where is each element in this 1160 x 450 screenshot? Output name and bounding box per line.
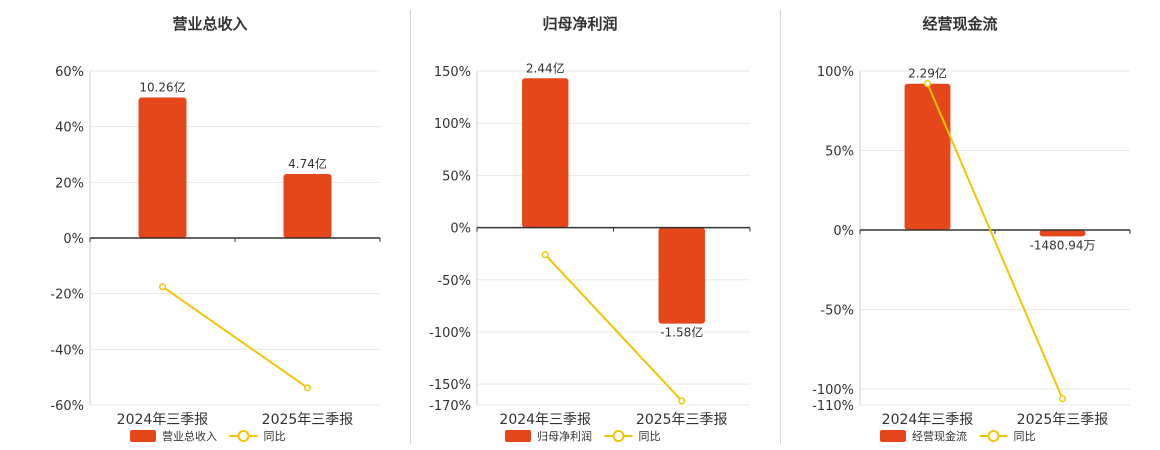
chart1-legend-bar-swatch: [130, 430, 156, 442]
chart3-y-tick-label: 100%: [817, 65, 854, 80]
chart2-y-tick-label: 100%: [434, 117, 471, 132]
chart2-y-tick-label: -150%: [429, 378, 471, 393]
chart1-legend-line-marker: [237, 430, 250, 442]
chart1-bar-2: [283, 173, 332, 238]
chart3-x-tick-label: 2024年三季报: [882, 412, 974, 428]
chart2-legend-bar-label: 归母净利润: [537, 429, 592, 443]
chart2-bar-2: [658, 227, 705, 324]
chart3-x-tick-label: 2025年三季报: [1017, 412, 1109, 428]
chart1-bar-1: [138, 97, 187, 238]
chart3-y-tick-label: -50%: [820, 304, 854, 319]
chart2-y-tick-label: 150%: [434, 65, 471, 80]
chart3-y-tick-label: -110%: [812, 399, 854, 414]
chart1-y-tick-label: -60%: [50, 399, 84, 414]
chart1-y-tick-label: -20%: [50, 288, 84, 303]
chart2-legend-line-marker: [612, 430, 625, 442]
chart2-x-tick-label: 2024年三季报: [499, 412, 591, 428]
chart1-legend-line-label: 同比: [264, 430, 286, 443]
chart1-legend-bar-label: 营业总收入: [162, 429, 217, 443]
chart2-y-tick-label: 0%: [450, 222, 471, 237]
chart1-yoy-point-2: [303, 384, 312, 392]
chart3-yoy-point-1: [923, 80, 932, 88]
chart3-y-tick-label: -100%: [812, 383, 854, 398]
chart1-title: 营业总收入: [172, 15, 247, 33]
chart1-bar-label-2: 4.74亿: [288, 156, 327, 171]
chart3-bar-2: [1039, 230, 1086, 237]
chart1-y-tick-label: 0%: [63, 232, 84, 247]
chart3-yoy-line: [926, 83, 1064, 400]
chart1-x-tick-label: 2024年三季报: [117, 412, 209, 428]
chart2-yoy-point-2: [678, 397, 686, 405]
chart2-y-tick-label: 50%: [442, 169, 471, 184]
chart1-y-tick-label: -40%: [50, 343, 84, 358]
chart3-yoy-point-2: [1058, 395, 1067, 403]
chart3-legend-line-marker: [987, 430, 1000, 442]
chart1-y-tick-label: 60%: [55, 65, 84, 80]
chart3-legend-line-label: 同比: [1014, 430, 1036, 443]
chart2-legend-bar-swatch: [505, 430, 531, 442]
chart3-bar-label-1: 2.29亿: [908, 66, 947, 81]
chart2-x-tick-label: 2025年三季报: [636, 412, 728, 428]
chart2-bar-1: [522, 78, 569, 228]
chart2-title: 归母净利润: [542, 15, 617, 33]
panel-divider-1: [410, 10, 411, 444]
chart3-title: 经营现金流: [922, 15, 997, 33]
chart2-yoy-point-1: [541, 251, 549, 259]
chart1-yoy-line: [161, 285, 309, 389]
chart1-bar-label-1: 10.26亿: [139, 79, 185, 94]
chart1-y-tick-label: 40%: [55, 121, 84, 136]
chart2-y-tick-label: -170%: [429, 399, 471, 414]
chart1-x-tick-label: 2025年三季报: [262, 412, 354, 428]
chart3-legend-bar-label: 经营现金流: [912, 429, 967, 443]
chart3-y-tick-label: 50%: [825, 145, 854, 160]
chart3-y-tick-label: 0%: [833, 224, 854, 239]
chart2-bar-label-1: 2.44亿: [526, 60, 565, 75]
chart2-legend-line-label: 同比: [639, 430, 661, 443]
chart2-bar-label-2: -1.58亿: [660, 325, 703, 340]
chart3-legend-bar-swatch: [880, 430, 906, 442]
chart1-y-tick-label: 20%: [55, 176, 84, 191]
chart3-bar-1: [904, 83, 951, 231]
chart2-yoy-line: [544, 254, 683, 402]
chart2-y-tick-label: -100%: [429, 326, 471, 341]
panel-divider-2: [780, 10, 781, 444]
chart2-y-tick-label: -50%: [437, 274, 471, 289]
chart1-yoy-point-1: [158, 283, 167, 291]
chart3-bar-label-2: -1480.94万: [1030, 238, 1096, 252]
